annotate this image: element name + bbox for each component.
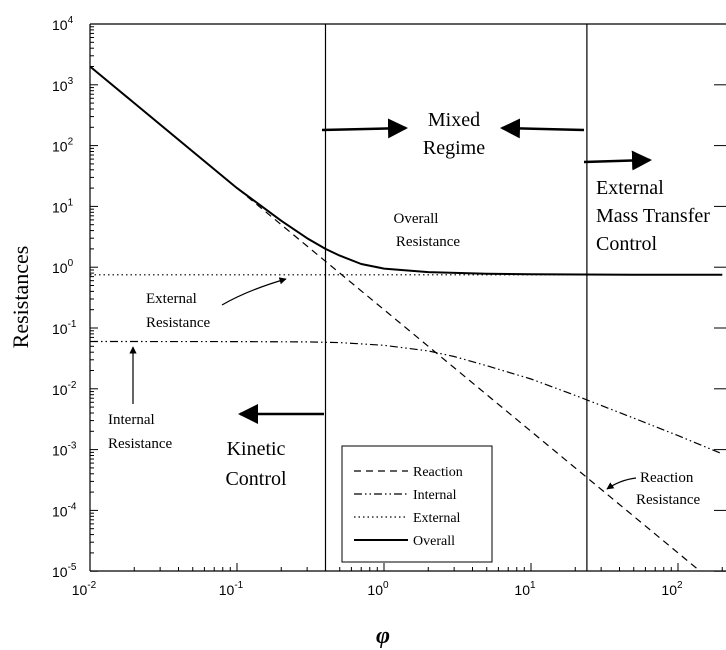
- x-tick-label: 10-1: [219, 580, 244, 598]
- arrow-right-boundary-left: [500, 118, 585, 139]
- external-control-line-2: Mass Transfer: [596, 205, 710, 227]
- y-tick-label: 103: [52, 76, 74, 94]
- y-tick-label: 10-5: [52, 562, 77, 580]
- y-tick-label: 101: [52, 197, 74, 215]
- annotation-kinetic-control: Kinetic Control: [225, 404, 324, 490]
- legend-box: [341, 445, 493, 563]
- y-tick-label: 10-4: [52, 501, 77, 519]
- kinetic-control-line-1: Kinetic: [227, 438, 286, 460]
- series-line-internal: [90, 340, 723, 455]
- overall-resistance-line-1: Overall: [394, 211, 439, 227]
- x-tick-label: 102: [661, 580, 683, 598]
- overall-resistance-line-2: Resistance: [396, 234, 460, 250]
- x-tick-label: 101: [514, 580, 536, 598]
- legend: Reaction Internal External Overall: [341, 445, 493, 563]
- y-tick-label: 10-2: [52, 380, 77, 398]
- annotation-mixed-regime: Mixed Regime: [321, 109, 585, 159]
- arrow-external-resistance: [221, 277, 287, 306]
- mixed-regime-line-1: Mixed: [428, 109, 480, 131]
- legend-label-overall: Overall: [413, 534, 455, 549]
- annotation-overall-resistance: Overall Resistance: [394, 211, 461, 250]
- legend-entry-reaction: Reaction: [354, 465, 463, 480]
- y-axis-title: Resistances: [8, 246, 33, 349]
- y-tick-label: 10-1: [52, 319, 77, 337]
- arrow-external-right: [583, 150, 652, 171]
- mixed-regime-line-2: Regime: [423, 137, 485, 159]
- internal-resistance-line-1: Internal: [108, 412, 155, 428]
- annotation-internal-resistance: Internal Resistance: [108, 346, 172, 452]
- annotation-external-resistance: External Resistance: [146, 277, 287, 331]
- external-control-line-3: Control: [596, 233, 658, 255]
- arrow-reaction-resistance: [606, 477, 637, 490]
- external-resistance-line-2: Resistance: [146, 315, 210, 331]
- legend-entry-overall: Overall: [354, 534, 455, 549]
- x-tick-label: 10-2: [72, 580, 97, 598]
- arrow-left-boundary-right: [321, 118, 408, 139]
- annotation-external-control: External Mass Transfer Control: [583, 150, 710, 255]
- internal-resistance-line-2: Resistance: [108, 436, 172, 452]
- y-tick-label: 102: [52, 137, 74, 155]
- reaction-resistance-line-2: Resistance: [636, 492, 700, 508]
- legend-entry-external: External: [354, 511, 461, 526]
- legend-label-external: External: [413, 511, 461, 526]
- kinetic-control-line-2: Control: [225, 468, 287, 490]
- external-control-line-1: External: [596, 177, 664, 199]
- y-tick-label: 10-3: [52, 441, 77, 459]
- legend-entry-internal: Internal: [354, 488, 457, 503]
- series-line-overall: [90, 65, 723, 276]
- y-tick-label: 104: [52, 15, 74, 33]
- legend-label-internal: Internal: [413, 488, 457, 503]
- plot-area: [90, 24, 723, 571]
- tick-labels: 10-2 10-1 100 101 102 104 103 102 101 100 10-1 10-2…: [52, 15, 683, 598]
- x-tick-label: 100: [367, 580, 389, 598]
- annotation-reaction-resistance: Reaction Resistance: [606, 470, 700, 508]
- x-axis-title: φ: [376, 623, 390, 649]
- legend-label-reaction: Reaction: [413, 465, 463, 480]
- y-tick-label: 100: [52, 258, 74, 276]
- axis-ticks: [89, 23, 726, 572]
- external-resistance-line-1: External: [146, 291, 197, 307]
- reaction-resistance-line-1: Reaction: [640, 470, 694, 486]
